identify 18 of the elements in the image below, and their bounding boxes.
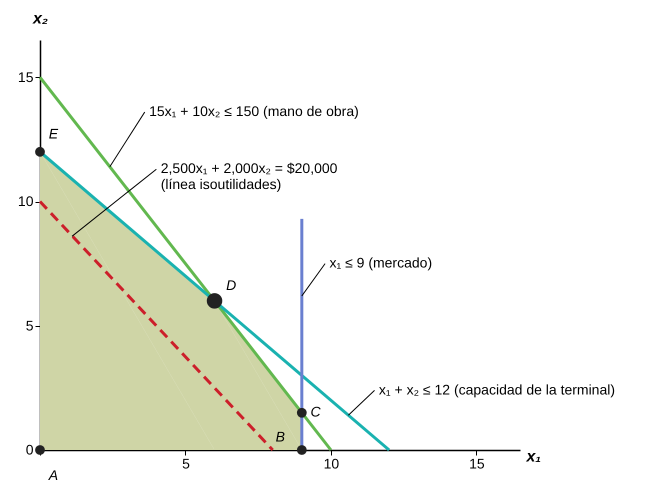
x-tick-label: 5	[182, 456, 190, 472]
annotation: x₁ ≤ 9 (mercado)	[329, 254, 432, 271]
y-axis-title: x₂	[32, 10, 48, 28]
annotation: D	[226, 277, 236, 293]
y-tick-label: 10	[18, 193, 34, 210]
annotation: x₁ + x₂ ≤ 12 (capacidad de la terminal)	[378, 381, 616, 398]
y-tick-label: 0	[26, 442, 34, 458]
annotation: E	[48, 125, 59, 142]
x-axis-title: x₁	[526, 448, 542, 466]
x-tick-label: 10	[324, 456, 340, 472]
x-tick-label: 15	[469, 456, 485, 472]
y-tick-label: 15	[18, 68, 34, 85]
annotation: A	[48, 467, 58, 484]
annotation: 2,500x₁ + 2,000x₂ = $20,000 (línea isoutilidades)	[160, 160, 338, 192]
y-tick-label: 5	[26, 317, 34, 334]
annotation: C	[310, 404, 322, 420]
annotation: B	[276, 428, 285, 445]
annotation: 15x₁ + 10x₂ ≤ 150 (mano de obra)	[149, 103, 359, 120]
